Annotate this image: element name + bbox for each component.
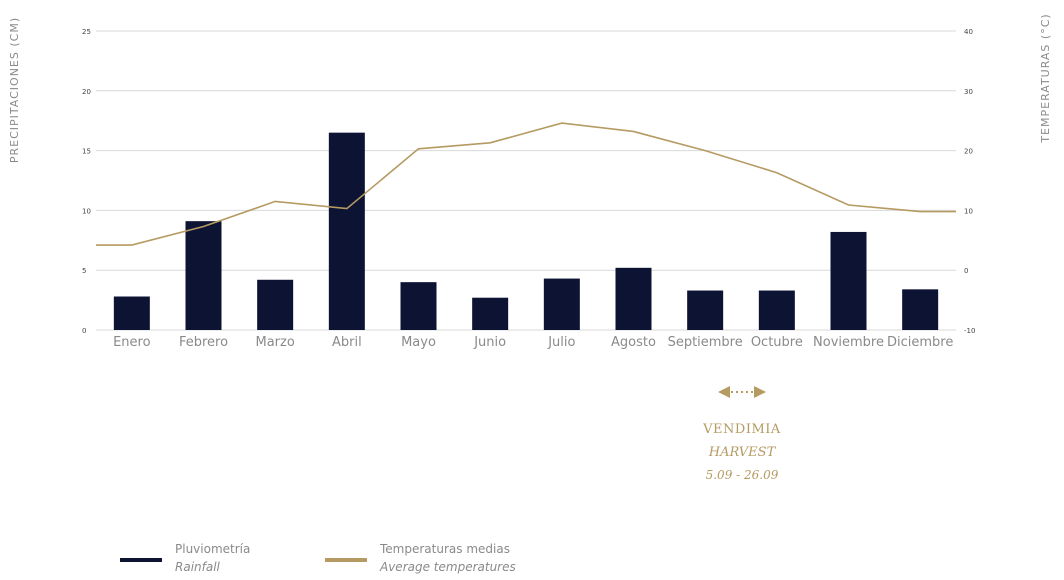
x-tick-label: Agosto (611, 335, 656, 350)
y2-tick-label: 20 (964, 148, 973, 156)
harvest-title-es: VENDIMIA (703, 422, 781, 437)
bar-rainfall (830, 231, 867, 330)
bar-rainfall (328, 132, 365, 330)
bar-rainfall (472, 297, 509, 330)
legend-label-rainfall: Pluviometría (175, 542, 251, 556)
y-tick-label: 10 (82, 207, 91, 215)
legend-swatch-rainfall (120, 558, 162, 562)
y-tick-label: 5 (82, 267, 86, 275)
bar-rainfall (400, 282, 437, 330)
x-tick-label: Junio (473, 335, 506, 350)
bar-rainfall (543, 278, 580, 330)
y2-tick-label: 40 (964, 28, 973, 36)
y2-axis-title: TEMPERATURAS (°C) (1039, 13, 1052, 143)
bar-rainfall (113, 296, 150, 330)
y2-tick-label: -10 (964, 327, 975, 335)
bar-rainfall (185, 221, 222, 330)
x-tick-label: Marzo (256, 335, 295, 350)
bar-rainfall (758, 290, 795, 330)
x-tick-label: Noviembre (813, 335, 884, 350)
harvest-title-en: HARVEST (708, 445, 776, 460)
bar-rainfall (615, 267, 652, 330)
y-tick-label: 15 (82, 148, 91, 156)
y-tick-label: 0 (82, 327, 86, 335)
legend-sublabel-temperature: Average temperatures (380, 560, 516, 574)
x-tick-label: Febrero (179, 335, 228, 350)
bar-rainfall (257, 279, 294, 330)
harvest-dates: 5.09 - 26.09 (705, 468, 779, 482)
double-arrow-icon (718, 386, 766, 398)
y2-tick-label: 0 (964, 267, 968, 275)
y-tick-label: 20 (82, 88, 91, 96)
y2-tick-label: 30 (964, 88, 973, 96)
line-temperature (96, 122, 956, 246)
y-tick-label: 25 (82, 28, 91, 36)
bar-rainfall (687, 290, 724, 330)
legend-sublabel-rainfall: Rainfall (175, 560, 220, 574)
x-tick-label: Diciembre (887, 335, 953, 350)
x-tick-label: Septiembre (668, 335, 743, 350)
x-tick-label: Octubre (751, 335, 803, 350)
y-axis-title: PRECIPITACIONES (CM) (8, 17, 21, 163)
legend-swatch-temperature (325, 558, 367, 562)
x-tick-label: Abril (332, 335, 362, 350)
legend-label-temperature: Temperaturas medias (380, 542, 510, 556)
x-tick-label: Enero (113, 335, 151, 350)
bar-rainfall (902, 289, 939, 330)
x-tick-label: Julio (547, 335, 575, 350)
x-tick-label: Mayo (401, 335, 436, 350)
y2-tick-label: 10 (964, 207, 973, 215)
